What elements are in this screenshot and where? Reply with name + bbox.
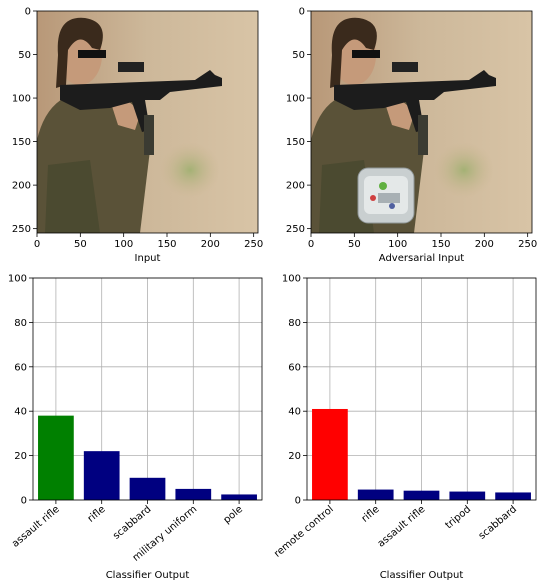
bar xyxy=(495,492,531,500)
y-tick-label: 100 xyxy=(12,94,31,105)
y-tick-label: 80 xyxy=(14,318,27,329)
x-tick-label: pole xyxy=(222,504,245,526)
adversarial-patch xyxy=(357,167,415,224)
y-tick-label: 150 xyxy=(286,137,305,148)
x-tick-label: 150 xyxy=(157,239,176,250)
y-tick-label: 50 xyxy=(18,50,31,61)
x-tick-label: rifle xyxy=(360,504,382,525)
y-tick-label: 200 xyxy=(286,181,305,192)
y-tick-label: 200 xyxy=(12,181,31,192)
adversarial-photo xyxy=(311,11,532,233)
adversarial-image-panel xyxy=(310,10,533,234)
bar xyxy=(221,494,257,500)
x-tick-label: remote control xyxy=(272,504,336,560)
bar xyxy=(357,489,394,500)
bar xyxy=(129,477,166,500)
y-tick-label: 60 xyxy=(288,362,301,373)
y-tick-label: 0 xyxy=(25,7,31,18)
bar xyxy=(175,488,212,500)
x-axis-label: Adversarial Input xyxy=(379,253,464,264)
x-tick-label: scabbard xyxy=(477,504,519,542)
x-tick-label: tripod xyxy=(443,504,473,531)
image-axes-2: 0 50 100 150 200 250050100150200250Adversaria… xyxy=(286,7,537,265)
y-tick-label: 80 xyxy=(288,318,301,329)
y-tick-label: 40 xyxy=(288,407,301,418)
x-tick-label: 0 xyxy=(308,239,314,250)
bar xyxy=(312,408,348,500)
x-tick-label: assault rifle xyxy=(10,504,62,550)
x-tick-label: 200 xyxy=(201,239,220,250)
x-tick-label: scabbard xyxy=(111,504,153,542)
x-axis-label: Classifier Output xyxy=(106,570,190,581)
y-tick-label: 50 xyxy=(292,50,305,61)
y-tick-label: 20 xyxy=(288,451,301,462)
y-tick-label: 100 xyxy=(8,274,27,285)
x-axis-label: Classifier Output xyxy=(380,570,464,581)
y-tick-label: 150 xyxy=(12,137,31,148)
y-tick-label: 60 xyxy=(14,362,27,373)
y-tick-label: 100 xyxy=(286,94,305,105)
x-tick-label: 0 xyxy=(34,239,40,250)
x-tick-label: 250 xyxy=(518,239,537,250)
x-tick-label: 50 xyxy=(74,239,87,250)
y-tick-label: 0 xyxy=(295,496,301,507)
x-tick-label: 100 xyxy=(114,239,133,250)
y-tick-label: 100 xyxy=(282,274,301,285)
x-tick-label: 150 xyxy=(431,239,450,250)
bar xyxy=(83,451,120,500)
x-tick-label: assault rifle xyxy=(376,504,428,550)
x-tick-label: 200 xyxy=(475,239,494,250)
y-tick-label: 250 xyxy=(12,224,31,235)
x-tick-label: rifle xyxy=(86,504,108,525)
y-tick-label: 250 xyxy=(286,224,305,235)
x-tick-label: 250 xyxy=(244,239,263,250)
bar xyxy=(403,490,440,500)
input-photo xyxy=(37,11,258,233)
y-tick-label: 40 xyxy=(14,407,27,418)
y-tick-label: 0 xyxy=(21,496,27,507)
x-tick-label: 50 xyxy=(348,239,361,250)
y-tick-label: 20 xyxy=(14,451,27,462)
input-image-panel xyxy=(36,10,259,234)
x-axis-label: Input xyxy=(135,253,161,264)
y-tick-label: 0 xyxy=(299,7,305,18)
x-tick-label: 100 xyxy=(388,239,407,250)
bar xyxy=(449,491,486,500)
bar xyxy=(38,415,74,500)
